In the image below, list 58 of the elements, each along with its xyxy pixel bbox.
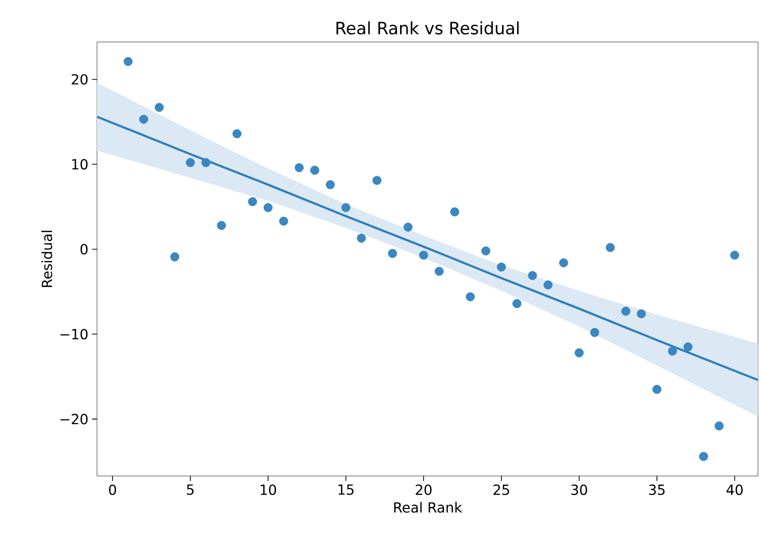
point [528, 271, 537, 280]
point [248, 197, 258, 206]
x-tick-label: 40 [726, 484, 743, 496]
line-series [97, 116, 758, 382]
point [466, 292, 475, 302]
point [434, 266, 444, 276]
point [714, 421, 724, 430]
point [481, 246, 490, 256]
y-axis-title: Residual [41, 230, 52, 288]
y-tick-label: 20 [72, 74, 88, 85]
point [279, 216, 288, 226]
point [216, 220, 226, 230]
point [574, 348, 584, 358]
point [621, 306, 630, 316]
point [652, 384, 662, 394]
point [590, 328, 600, 337]
point [730, 250, 740, 260]
x-tick-label: 20 [416, 484, 432, 496]
point [139, 114, 148, 124]
point [341, 203, 350, 212]
y-tick-label: −10 [60, 328, 88, 340]
point [419, 250, 428, 260]
y-tick-label: −20 [60, 414, 88, 424]
y-tick-label: 10 [72, 159, 88, 170]
y-tick-label: 0 [80, 244, 88, 254]
point [372, 176, 382, 185]
x-tick-label: 30 [571, 484, 588, 496]
point [294, 163, 304, 172]
point [232, 129, 242, 138]
point [496, 262, 506, 272]
point [388, 248, 398, 258]
point [124, 57, 133, 66]
point [636, 309, 646, 318]
point [544, 280, 553, 290]
point [264, 203, 273, 212]
point [356, 234, 366, 243]
x-tick-label: 0 [109, 484, 116, 496]
x-axis-title: Real Rank [394, 502, 462, 513]
point [310, 166, 320, 175]
point [201, 158, 210, 168]
point [404, 222, 413, 232]
x-tick-label: 25 [494, 484, 510, 496]
point [154, 102, 164, 112]
chart-title: Real Rank vs Residual [336, 21, 519, 34]
point [606, 243, 615, 252]
point [559, 258, 568, 268]
x-tick-label: 5 [186, 484, 194, 495]
point [699, 452, 708, 461]
point [186, 158, 195, 168]
point [326, 180, 335, 190]
point [668, 346, 677, 356]
point [512, 299, 522, 308]
point [170, 252, 180, 262]
x-tick-label: 10 [260, 484, 276, 496]
x-tick-label: 35 [649, 484, 665, 496]
x-tick-label: 15 [338, 484, 354, 495]
point [450, 207, 460, 216]
point [684, 342, 693, 352]
